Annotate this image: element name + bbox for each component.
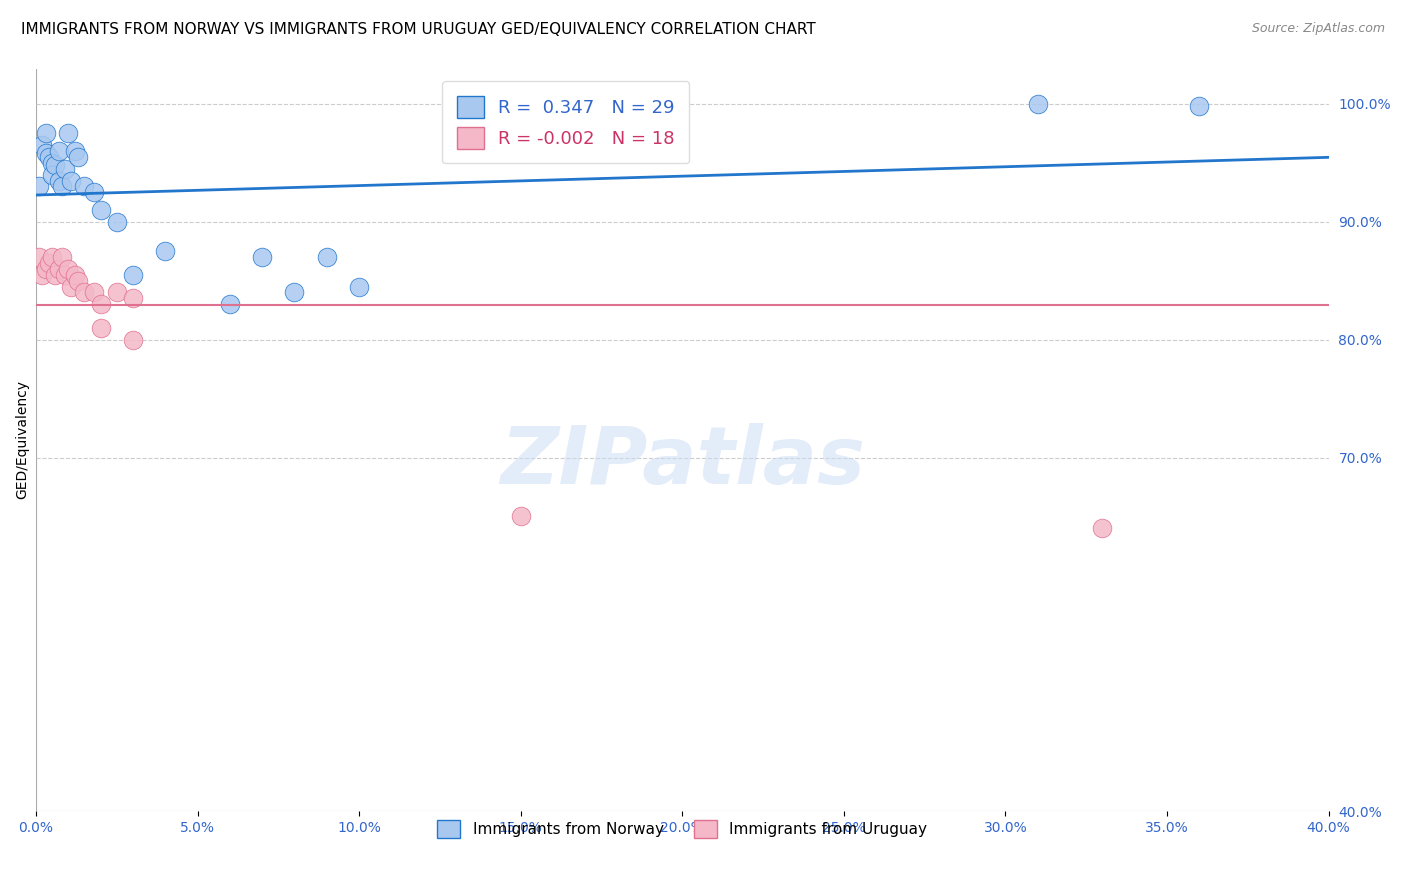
Point: [509, 509, 531, 524]
Point: [1026, 96, 1049, 111]
Point: [122, 333, 145, 347]
Point: [122, 292, 145, 306]
Point: [73, 285, 96, 300]
Point: [250, 250, 273, 264]
Text: IMMIGRANTS FROM NORWAY VS IMMIGRANTS FROM URUGUAY GED/EQUIVALENCY CORRELATION CH: IMMIGRANTS FROM NORWAY VS IMMIGRANTS FRO…: [21, 22, 815, 37]
Point: [53, 161, 76, 176]
Point: [66, 274, 89, 288]
Point: [48, 173, 70, 187]
Point: [44, 268, 66, 282]
Point: [28, 250, 51, 264]
Point: [63, 268, 86, 282]
Point: [58, 261, 80, 276]
Point: [83, 186, 105, 200]
Point: [105, 285, 128, 300]
Point: [283, 285, 305, 300]
Point: [48, 261, 70, 276]
Point: [38, 150, 60, 164]
Point: [51, 179, 73, 194]
Point: [38, 256, 60, 270]
Point: [51, 250, 73, 264]
Point: [31, 138, 53, 153]
Point: [41, 168, 63, 182]
Point: [34, 261, 56, 276]
Point: [315, 250, 337, 264]
Point: [90, 202, 112, 217]
Point: [73, 179, 96, 194]
Point: [1091, 521, 1114, 535]
Point: [155, 244, 177, 259]
Point: [63, 144, 86, 158]
Point: [66, 150, 89, 164]
Point: [41, 156, 63, 170]
Point: [122, 268, 145, 282]
Text: Source: ZipAtlas.com: Source: ZipAtlas.com: [1251, 22, 1385, 36]
Point: [60, 173, 83, 187]
Point: [90, 297, 112, 311]
Point: [347, 279, 370, 293]
Point: [34, 146, 56, 161]
Y-axis label: GED/Equivalency: GED/Equivalency: [15, 380, 30, 500]
Point: [34, 127, 56, 141]
Point: [105, 215, 128, 229]
Point: [53, 268, 76, 282]
Legend: Immigrants from Norway, Immigrants from Uruguay: Immigrants from Norway, Immigrants from …: [432, 814, 934, 845]
Point: [41, 250, 63, 264]
Point: [218, 297, 240, 311]
Point: [48, 144, 70, 158]
Text: ZIPatlas: ZIPatlas: [499, 423, 865, 501]
Point: [28, 179, 51, 194]
Point: [31, 268, 53, 282]
Point: [44, 158, 66, 172]
Point: [90, 321, 112, 335]
Point: [58, 127, 80, 141]
Point: [60, 279, 83, 293]
Point: [1188, 99, 1211, 113]
Point: [83, 285, 105, 300]
